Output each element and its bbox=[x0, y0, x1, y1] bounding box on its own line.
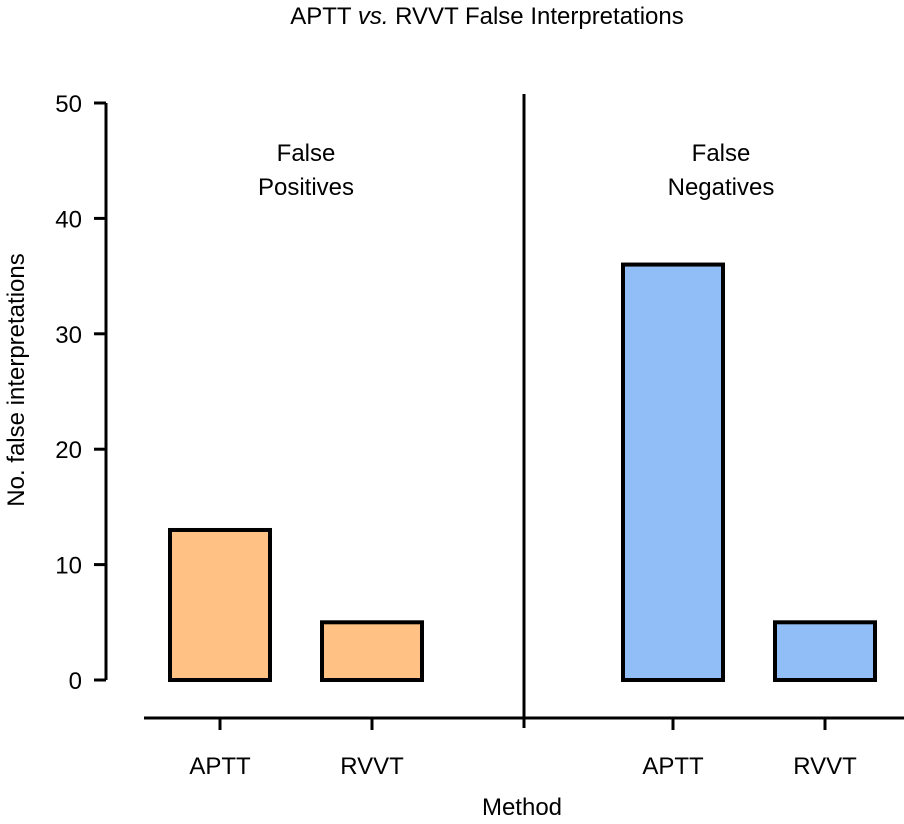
panel-label-line: False bbox=[277, 140, 336, 167]
bar-false-negatives-aptt bbox=[621, 262, 725, 682]
y-tick-label: 10 bbox=[55, 553, 82, 580]
x-tick-label: RVVT bbox=[793, 753, 857, 780]
x-axis: APTT RVVT APTT RVVT bbox=[144, 94, 904, 780]
y-axis: 0 10 20 30 40 50 bbox=[55, 91, 108, 695]
y-tick-label: 30 bbox=[55, 322, 82, 349]
x-tick-label: RVVT bbox=[340, 753, 404, 780]
panel-label-line: False bbox=[692, 140, 751, 167]
chart-title: APTT vs. RVVT False Interpretations bbox=[290, 3, 684, 30]
x-axis-label: Method bbox=[482, 794, 562, 821]
bar-false-positives-rvvt bbox=[320, 620, 424, 682]
bar-false-negatives-rvvt bbox=[773, 620, 877, 682]
y-tick-label: 0 bbox=[69, 668, 82, 695]
x-tick-label: APTT bbox=[189, 753, 251, 780]
y-axis-label: No. false interpretations bbox=[3, 253, 30, 506]
panel-label-line: Negatives bbox=[668, 174, 775, 201]
y-tick-label: 40 bbox=[55, 206, 82, 233]
y-tick-label: 20 bbox=[55, 437, 82, 464]
y-tick-label: 50 bbox=[55, 91, 82, 118]
x-tick-label: APTT bbox=[642, 753, 704, 780]
panel-label-line: Positives bbox=[258, 174, 354, 201]
bar-false-positives-aptt bbox=[168, 527, 272, 682]
